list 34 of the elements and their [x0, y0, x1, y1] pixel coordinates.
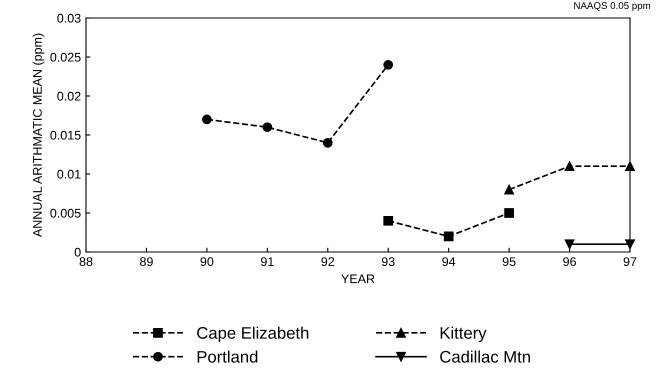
x-tick-label: 95 [502, 257, 516, 266]
point [564, 239, 574, 250]
x-tick-label: 92 [321, 257, 334, 266]
point [564, 161, 574, 172]
point [262, 122, 272, 132]
point [444, 232, 454, 242]
x-tick-label: 97 [624, 257, 636, 266]
point [504, 184, 514, 194]
point [383, 216, 394, 226]
legend-label: Cape Elizabeth [197, 326, 308, 342]
point [202, 114, 212, 124]
x-tick-label: 96 [563, 257, 576, 266]
legend-label: Portland [198, 350, 258, 363]
x-axis-title: YEAR [341, 274, 374, 284]
legend-label: Kittery [440, 326, 487, 342]
text: NAAQS 0.05 ppm [574, 2, 650, 11]
point [383, 60, 394, 70]
point [322, 138, 333, 148]
legend-label: Cadillac Mtn [440, 350, 530, 363]
point [504, 208, 514, 218]
y-axis-title: ANNUAL ARITHMATIC MEAN (ppm) [32, 34, 44, 238]
x-tick-label: 89 [140, 257, 153, 266]
x-tick-label: 90 [200, 257, 214, 266]
y-tick-label: 0.01 [57, 170, 81, 179]
x-tick-label: 94 [442, 257, 456, 266]
x-tick-label: 93 [382, 257, 395, 266]
y-tick-label: 0 [74, 248, 81, 257]
y-tick-label: 0.015 [50, 130, 81, 140]
x-tick-label: 91 [260, 257, 274, 266]
y-tick-label: 0.03 [57, 14, 81, 23]
y-tick-label: 0.02 [57, 92, 81, 101]
y-tick-label: 0.025 [50, 52, 81, 62]
y-tick-label: 0.005 [50, 208, 81, 218]
x-tick-label: 88 [80, 257, 92, 266]
